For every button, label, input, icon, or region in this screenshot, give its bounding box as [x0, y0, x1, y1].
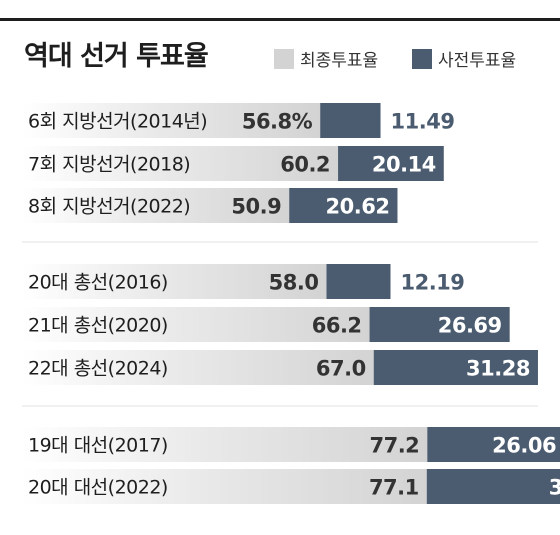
legend-final: 최종투표율 — [274, 46, 378, 71]
early-turnout-bar — [369, 307, 510, 342]
final-turnout-bar — [22, 427, 428, 462]
early-turnout-value: 20.62 — [326, 195, 390, 219]
early-turnout-value: 26.06 — [492, 434, 556, 458]
legend-final-label: 최종투표율 — [300, 51, 379, 71]
early-turnout-value: 11.49 — [391, 110, 455, 134]
final-turnout-value: 56.8% — [242, 110, 313, 134]
final-turnout-bar — [22, 307, 370, 342]
election-label: 22대 총선(2024) — [28, 358, 168, 380]
final-turnout-value: 60.2 — [280, 153, 330, 177]
early-turnout-bar — [426, 469, 560, 504]
final-turnout-bar — [22, 350, 374, 385]
final-turnout-bar — [22, 469, 427, 504]
final-turnout-bar — [22, 264, 327, 299]
final-turnout-value: 66.2 — [312, 314, 362, 338]
early-turnout-value: 12.19 — [400, 271, 464, 295]
election-label: 19대 대선(2017) — [28, 435, 168, 457]
early-turnout-value: 31.28 — [466, 357, 530, 381]
final-turnout-value: 58.0 — [269, 271, 319, 295]
early-turnout-value: 36.93 — [549, 476, 560, 500]
early-turnout-bar — [320, 103, 381, 138]
election-label: 7회 지방선거(2018) — [28, 154, 190, 176]
final-turnout-value: 77.1 — [369, 476, 419, 500]
early-turnout-bar — [326, 264, 391, 299]
final-turnout-value: 67.0 — [316, 357, 366, 381]
early-turnout-bar — [289, 188, 398, 223]
final-turnout-bar — [22, 188, 290, 223]
election-label: 20대 총선(2016) — [28, 272, 168, 294]
final-turnout-value: 77.2 — [369, 434, 419, 458]
legend-final-swatch — [274, 48, 294, 69]
final-turnout-bar — [22, 103, 321, 138]
early-turnout-bar — [373, 350, 538, 385]
chart-title: 역대 선거 투표율 — [24, 41, 209, 72]
election-label: 8회 지방선거(2022) — [28, 196, 190, 218]
early-turnout-bar — [338, 146, 444, 181]
final-turnout-bar — [22, 146, 339, 181]
election-label: 21대 총선(2020) — [28, 315, 168, 337]
legend-early-label: 사전투표율 — [438, 51, 517, 71]
election-label: 20대 대선(2022) — [28, 477, 168, 499]
legend-early-swatch — [412, 48, 432, 69]
election-label: 6회 지방선거(2014년) — [28, 111, 207, 133]
final-turnout-value: 50.9 — [231, 195, 281, 219]
early-turnout-value: 20.14 — [372, 153, 436, 177]
legend-early: 사전투표율 — [412, 46, 516, 71]
early-turnout-value: 26.69 — [438, 314, 502, 338]
early-turnout-bar — [427, 427, 560, 462]
top-rule — [0, 18, 560, 21]
